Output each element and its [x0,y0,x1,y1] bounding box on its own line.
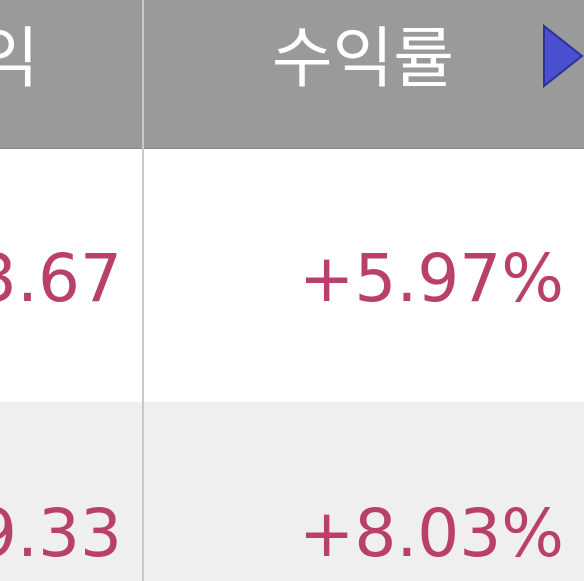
return-rate-value: +8.03% [299,495,564,572]
profit-value: 9.33 [0,495,122,572]
table-row[interactable]: 9.33 +8.03% [0,402,584,581]
triangle-right-icon[interactable] [540,24,584,88]
column-header-return-rate[interactable]: 수익률 [271,20,454,97]
column-divider [142,0,144,581]
table-row[interactable]: 3.67 +5.97% [0,149,584,402]
table-header: 익 수익률 [0,0,584,149]
return-rate-value: +5.97% [299,240,564,317]
column-header-profit[interactable]: 익 [0,20,39,97]
profit-value: 3.67 [0,240,122,317]
